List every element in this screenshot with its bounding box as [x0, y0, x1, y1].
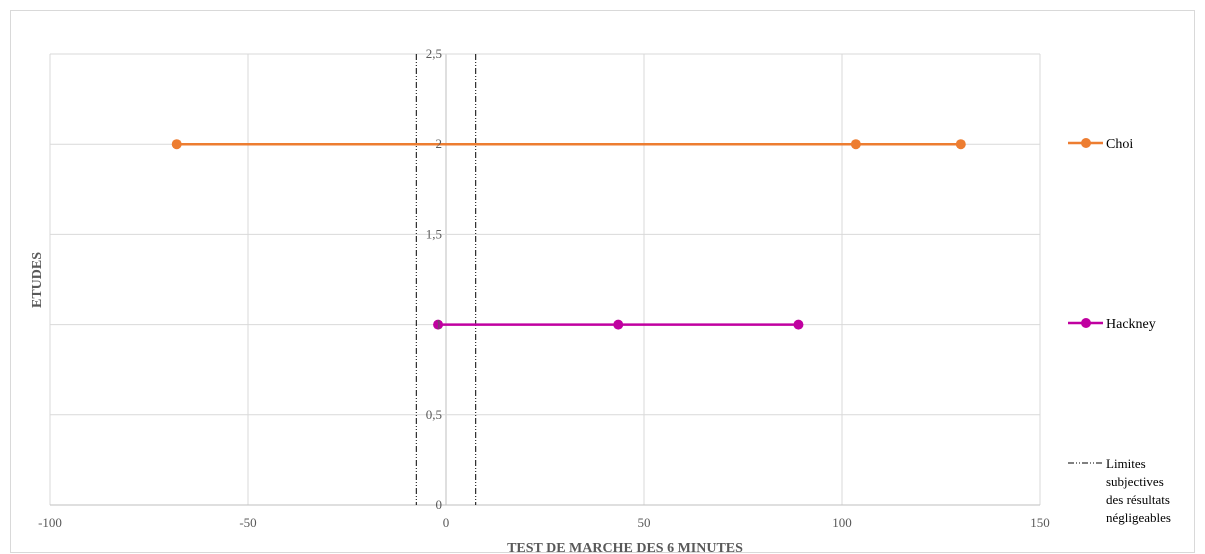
data-point-hackney [793, 320, 803, 330]
y-axis-title: ETUDES [30, 252, 45, 308]
grid [50, 54, 1040, 505]
data-point-choi [956, 139, 966, 149]
tick-labels: -100 -50 0 50 100 150 0 0,5 1 1,5 2 2,5 [38, 46, 1050, 530]
legend-limits-label-line-3: des résultats [1106, 492, 1170, 507]
y-tick-label: 1 [436, 317, 443, 332]
legend-choi-label: Choi [1106, 137, 1133, 152]
data-point-choi [172, 139, 182, 149]
x-tick-label: 0 [443, 515, 450, 530]
legend-item-hackney[interactable]: Hackney [1068, 317, 1156, 332]
y-tick-label: 0 [436, 497, 443, 512]
x-axis-title: TEST DE MARCHE DES 6 MINUTES [507, 541, 743, 554]
x-tick-label: 50 [638, 515, 651, 530]
legend-limits-label-line-4: négligeables [1106, 510, 1171, 525]
x-tick-label: 150 [1030, 515, 1050, 530]
y-tick-label: 2 [436, 136, 443, 151]
legend-item-limits[interactable]: Limites subjectives des résultats néglig… [1068, 456, 1171, 525]
y-tick-label: 0,5 [426, 407, 442, 422]
legend: Choi Hackney Limites subjectives des rés… [1068, 137, 1171, 525]
x-tick-label: 100 [832, 515, 852, 530]
x-tick-label: -50 [239, 515, 256, 530]
y-tick-label: 1,5 [426, 226, 442, 241]
y-tick-label: 2,5 [426, 46, 442, 61]
data-point-hackney [613, 320, 623, 330]
legend-item-choi[interactable]: Choi [1068, 137, 1133, 152]
x-tick-label: -100 [38, 515, 62, 530]
data-point-choi [851, 139, 861, 149]
legend-hackney-marker-icon [1081, 318, 1091, 328]
legend-hackney-label: Hackney [1106, 317, 1156, 332]
legend-limits-label-line-1: Limites [1106, 456, 1146, 471]
legend-limits-label-line-2: subjectives [1106, 474, 1164, 489]
legend-choi-marker-icon [1081, 138, 1091, 148]
